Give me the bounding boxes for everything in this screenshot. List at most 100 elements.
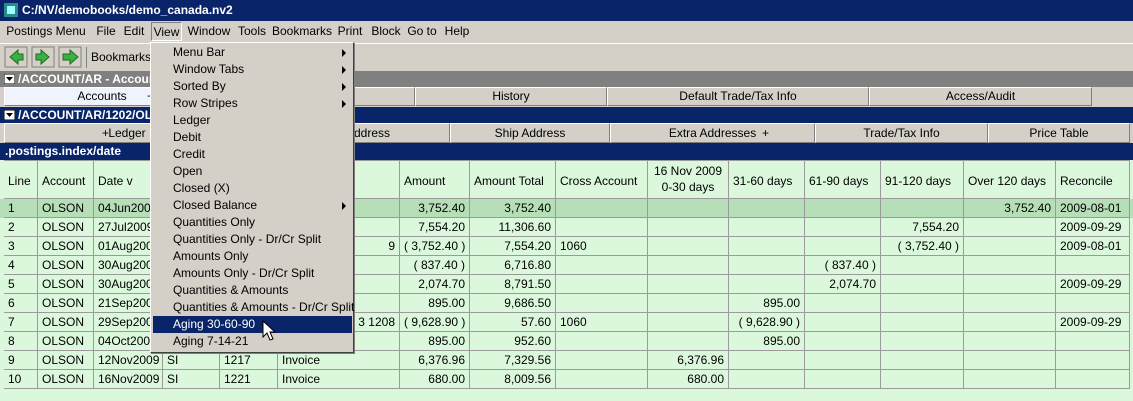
menu-option[interactable]: Aging 7-14-21 bbox=[153, 333, 352, 350]
menu-item[interactable]: View bbox=[151, 22, 182, 41]
collapse-toggle[interactable] bbox=[4, 74, 15, 84]
column-header[interactable]: Over 120 days bbox=[964, 160, 1056, 199]
tab[interactable]: Price Table bbox=[988, 123, 1130, 143]
menu-option[interactable]: Ledger bbox=[153, 112, 352, 129]
submenu-arrow bbox=[342, 202, 346, 210]
column-header[interactable]: Amount bbox=[400, 160, 470, 199]
table-cell: 2009-09-29 bbox=[1056, 218, 1130, 237]
column-header[interactable]: Reconcile bbox=[1056, 160, 1130, 199]
tab[interactable]: History bbox=[415, 87, 607, 106]
table-cell: OLSON bbox=[38, 218, 94, 237]
tab[interactable]: Trade/Tax Info bbox=[815, 123, 988, 143]
table-cell: 9 bbox=[4, 351, 38, 370]
table-cell bbox=[648, 256, 729, 275]
menu-option[interactable]: Aging 30-60-90 bbox=[153, 316, 352, 333]
tab[interactable]: Extra Addresses + bbox=[610, 123, 815, 143]
table-cell bbox=[1056, 351, 1130, 370]
menu-item[interactable]: Block bbox=[371, 24, 401, 38]
column-header-label: Amount bbox=[404, 173, 446, 188]
table-cell: 8 bbox=[4, 332, 38, 351]
column-header-label: Account bbox=[42, 173, 86, 188]
menu-item[interactable]: Window bbox=[187, 24, 231, 38]
column-header-label: Over 120 days bbox=[968, 173, 1047, 188]
table-cell: 2009-08-01 bbox=[1056, 199, 1130, 218]
menu-item[interactable]: Go to bbox=[407, 24, 437, 38]
column-header[interactable]: Amount Total bbox=[470, 160, 556, 199]
table-cell bbox=[805, 370, 881, 389]
table-cell: OLSON bbox=[38, 237, 94, 256]
table-cell bbox=[648, 332, 729, 351]
table-cell bbox=[729, 351, 805, 370]
table-cell: 10 bbox=[4, 370, 38, 389]
menu-option[interactable]: Amounts Only - Dr/Cr Split bbox=[153, 265, 352, 282]
table-cell: 6,716.80 bbox=[470, 256, 556, 275]
table-row[interactable]: 3 OLSON 01Aug200 9( 3,752.40 ) 7,554.20 1060(… bbox=[0, 237, 1133, 256]
menu-option[interactable]: Amounts Only bbox=[153, 248, 352, 265]
menu-item[interactable]: Print bbox=[337, 24, 363, 38]
table-cell: OLSON bbox=[38, 370, 94, 389]
menu-item[interactable]: Bookmarks bbox=[271, 24, 333, 38]
table-row[interactable]: 10 OLSON 16Nov2009 SI 1221 Invoice 680.00 8,009… bbox=[0, 370, 1133, 389]
menu-item[interactable]: Postings Menu bbox=[6, 24, 86, 38]
collapse-toggle[interactable] bbox=[4, 110, 15, 120]
table-cell: 8,009.56 bbox=[470, 370, 556, 389]
nav-buttons[interactable] bbox=[4, 46, 84, 68]
menu-item[interactable]: File bbox=[96, 24, 116, 38]
table-row[interactable]: 9 OLSON 12Nov2009 SI 1217 Invoice 6,376.96 7,32… bbox=[0, 351, 1133, 370]
table-row[interactable]: 2 OLSON 27Jul2009 7,554.20 11,306.60 7,554.20… bbox=[0, 218, 1133, 237]
table-cell bbox=[1056, 370, 1130, 389]
table-cell: 2009-09-29 bbox=[1056, 275, 1130, 294]
table-cell bbox=[881, 256, 964, 275]
menu-option[interactable]: Row Stripes bbox=[153, 95, 352, 112]
menu-option[interactable]: Quantities Only bbox=[153, 214, 352, 231]
menu-option[interactable]: Window Tabs bbox=[153, 61, 352, 78]
column-header[interactable]: 16 Nov 2009 0-30 days bbox=[648, 160, 729, 199]
bookmarks-button[interactable]: Bookmarks bbox=[86, 47, 155, 68]
column-header[interactable]: 31-60 days bbox=[729, 160, 805, 199]
table-cell: 12Nov2009 bbox=[94, 351, 163, 370]
menu-option[interactable]: Debit bbox=[153, 129, 352, 146]
table-cell bbox=[805, 351, 881, 370]
view-menu: Menu Bar Window Tabs Sorted By Row Stripes L… bbox=[150, 42, 354, 353]
table-cell: 6,376.96 bbox=[648, 351, 729, 370]
table-cell bbox=[964, 351, 1056, 370]
column-header[interactable]: Account bbox=[38, 160, 94, 199]
tab[interactable]: Default Trade/Tax Info bbox=[607, 87, 869, 106]
menu-option[interactable]: Closed (X) bbox=[153, 180, 352, 197]
menu-option[interactable]: Open bbox=[153, 163, 352, 180]
tab[interactable]: Access/Audit bbox=[869, 87, 1092, 106]
menu-option[interactable]: Quantities & Amounts bbox=[153, 282, 352, 299]
table-cell bbox=[964, 256, 1056, 275]
menu-option[interactable]: Menu Bar bbox=[153, 44, 352, 61]
menu-bar: Postings Menu File Edit View Window Tools Book… bbox=[0, 21, 1133, 42]
menu-option[interactable]: Closed Balance bbox=[153, 197, 352, 214]
column-header-label: Line bbox=[8, 173, 31, 188]
table-cell: SI bbox=[163, 351, 220, 370]
column-header[interactable]: 61-90 days bbox=[805, 160, 881, 199]
column-header[interactable]: Line bbox=[4, 160, 38, 199]
table-cell: 895.00 bbox=[400, 332, 470, 351]
column-header[interactable]: 91-120 days bbox=[881, 160, 964, 199]
column-header[interactable]: Cross Account bbox=[556, 160, 648, 199]
column-header-label: Date v bbox=[98, 173, 133, 188]
menu-option[interactable]: Sorted By bbox=[153, 78, 352, 95]
menu-option[interactable]: Quantities Only - Dr/Cr Split bbox=[153, 231, 352, 248]
menu-option[interactable]: Quantities & Amounts - Dr/Cr Split bbox=[153, 299, 354, 316]
table-cell bbox=[881, 332, 964, 351]
menu-item[interactable]: Help bbox=[444, 24, 470, 38]
menu-item[interactable]: Tools bbox=[237, 24, 266, 38]
tab[interactable]: Ship Address bbox=[450, 123, 610, 143]
table-row[interactable]: 7 OLSON 29Sep200 3 1208( 9,628.90 ) 57.60 106… bbox=[0, 313, 1133, 332]
menu-option-label: Row Stripes bbox=[173, 96, 238, 110]
table-cell bbox=[881, 370, 964, 389]
table-cell bbox=[729, 218, 805, 237]
menu-option[interactable]: Credit bbox=[153, 146, 352, 163]
tab-label: Accounts bbox=[77, 89, 127, 103]
table-cell bbox=[964, 370, 1056, 389]
table-cell: 57.60 bbox=[470, 313, 556, 332]
menu-item[interactable]: Edit bbox=[123, 24, 145, 38]
table-cell: 1 bbox=[4, 199, 38, 218]
table-cell: 3,752.40 bbox=[470, 199, 556, 218]
table-cell bbox=[1056, 256, 1130, 275]
table-row[interactable]: 6 OLSON 21Sep200 895.00 9,686.50 895.00 bbox=[0, 294, 1133, 313]
